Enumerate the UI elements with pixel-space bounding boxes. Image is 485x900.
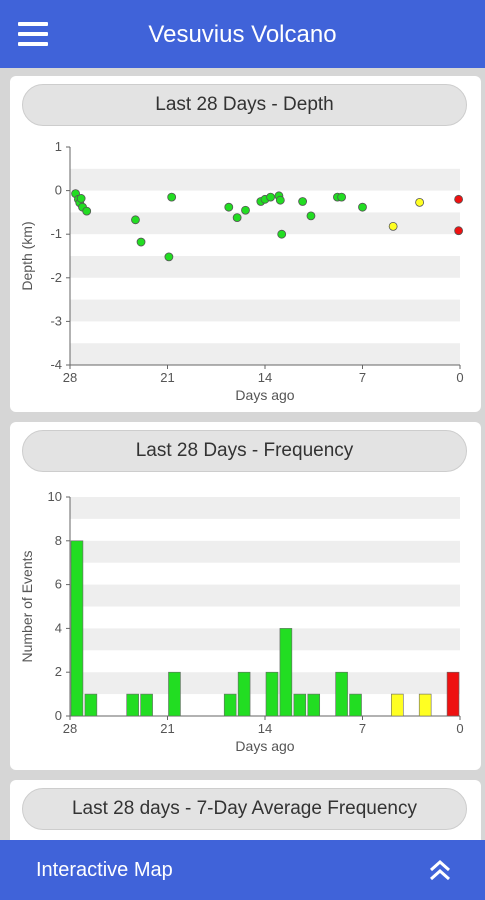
y-axis-label: Number of Events	[19, 550, 35, 662]
app-bar: Vesuvius Volcano	[0, 0, 485, 68]
data-point	[167, 192, 177, 202]
bar	[391, 693, 404, 717]
chart-list[interactable]: Last 28 Days - Depth 1 0 -1 -2 -3 -4 28 21 14 7 0 D…	[0, 68, 485, 840]
y-tick-label: -3	[50, 313, 62, 328]
x-tick-label: 28	[63, 721, 77, 736]
page-title: Vesuvius Volcano	[148, 21, 337, 48]
grid-band	[70, 299, 460, 322]
double-chevron-up-icon[interactable]	[426, 856, 454, 884]
x-tick-label: 14	[258, 370, 272, 385]
data-point	[76, 194, 86, 203]
grid-band	[70, 212, 460, 235]
data-point	[277, 229, 287, 239]
grid-band	[70, 256, 460, 278]
y-axis-label: Depth (km)	[19, 221, 35, 290]
frequency-card: Last 28 Days - Frequency 10 8 6 4 2 0 28 21 14 7 0…	[10, 422, 481, 770]
average-frequency-card-title: Last 28 days - 7-Day Average Frequency	[22, 788, 467, 830]
bar	[70, 540, 84, 717]
x-tick-label: 14	[258, 721, 272, 736]
x-axis-label: Days ago	[235, 738, 294, 754]
grid-band	[70, 672, 460, 695]
bar	[349, 693, 362, 717]
bottom-bar[interactable]: Interactive Map	[0, 840, 485, 900]
data-point	[82, 206, 92, 216]
depth-card-title: Last 28 Days - Depth	[22, 84, 467, 126]
grid-band	[70, 168, 460, 191]
interactive-map-label[interactable]: Interactive Map	[36, 859, 173, 881]
x-tick-label: 21	[160, 370, 174, 385]
bar	[307, 693, 321, 717]
data-point	[164, 252, 174, 262]
x-tick-label: 28	[63, 370, 77, 385]
y-tick-label: 1	[55, 139, 62, 154]
bar	[223, 693, 237, 717]
data-point	[275, 195, 285, 205]
data-point	[388, 221, 398, 231]
x-tick-label: 21	[160, 721, 174, 736]
y-tick-label: -4	[50, 357, 62, 372]
y-tick-label: -2	[50, 270, 62, 285]
bar	[293, 693, 307, 717]
data-point	[131, 215, 140, 225]
bar	[335, 671, 348, 717]
bar	[237, 671, 251, 717]
y-tick-label: 10	[48, 489, 62, 504]
grid-band	[70, 343, 460, 365]
data-point	[454, 226, 464, 236]
data-point	[454, 194, 464, 204]
menu-icon[interactable]	[16, 20, 50, 48]
bar	[126, 693, 139, 717]
grid-band	[70, 584, 460, 607]
grid-band	[70, 540, 460, 563]
data-point	[136, 237, 146, 247]
bar	[446, 671, 460, 717]
data-point	[415, 197, 425, 207]
data-point	[298, 197, 308, 206]
bar	[84, 693, 98, 717]
data-point	[266, 192, 275, 202]
data-point	[224, 202, 234, 212]
x-tick-label: 7	[359, 721, 366, 736]
data-point	[358, 202, 367, 212]
grid-band	[70, 628, 460, 651]
data-point	[306, 211, 316, 221]
x-tick-label: 7	[359, 370, 366, 385]
depth-card: Last 28 Days - Depth 1 0 -1 -2 -3 -4 28 21 14 7 0 D…	[10, 76, 481, 412]
bar	[140, 693, 153, 717]
y-tick-label: 0	[55, 183, 62, 198]
x-tick-label: 0	[456, 370, 463, 385]
bar	[265, 671, 279, 717]
bar	[279, 628, 293, 717]
data-point	[337, 192, 347, 202]
x-axis-label: Days ago	[235, 387, 294, 403]
y-tick-label: -1	[50, 226, 62, 241]
x-tick-label: 0	[456, 721, 463, 736]
depth-chart: 1 0 -1 -2 -3 -428 21 14 7 0 Days ago Depth (km)	[19, 139, 464, 403]
y-tick-label: 4	[55, 620, 62, 635]
grid-band	[70, 497, 460, 519]
data-point	[241, 205, 250, 215]
y-tick-label: 6	[55, 577, 62, 592]
average-frequency-card: Last 28 days - 7-Day Average Frequency	[10, 780, 481, 840]
data-point	[232, 213, 242, 223]
bar	[168, 671, 181, 717]
y-tick-label: 0	[55, 708, 62, 723]
bar	[418, 693, 432, 717]
y-tick-label: 2	[55, 664, 62, 679]
y-tick-label: 8	[55, 533, 62, 548]
frequency-card-title: Last 28 Days - Frequency	[22, 430, 467, 472]
